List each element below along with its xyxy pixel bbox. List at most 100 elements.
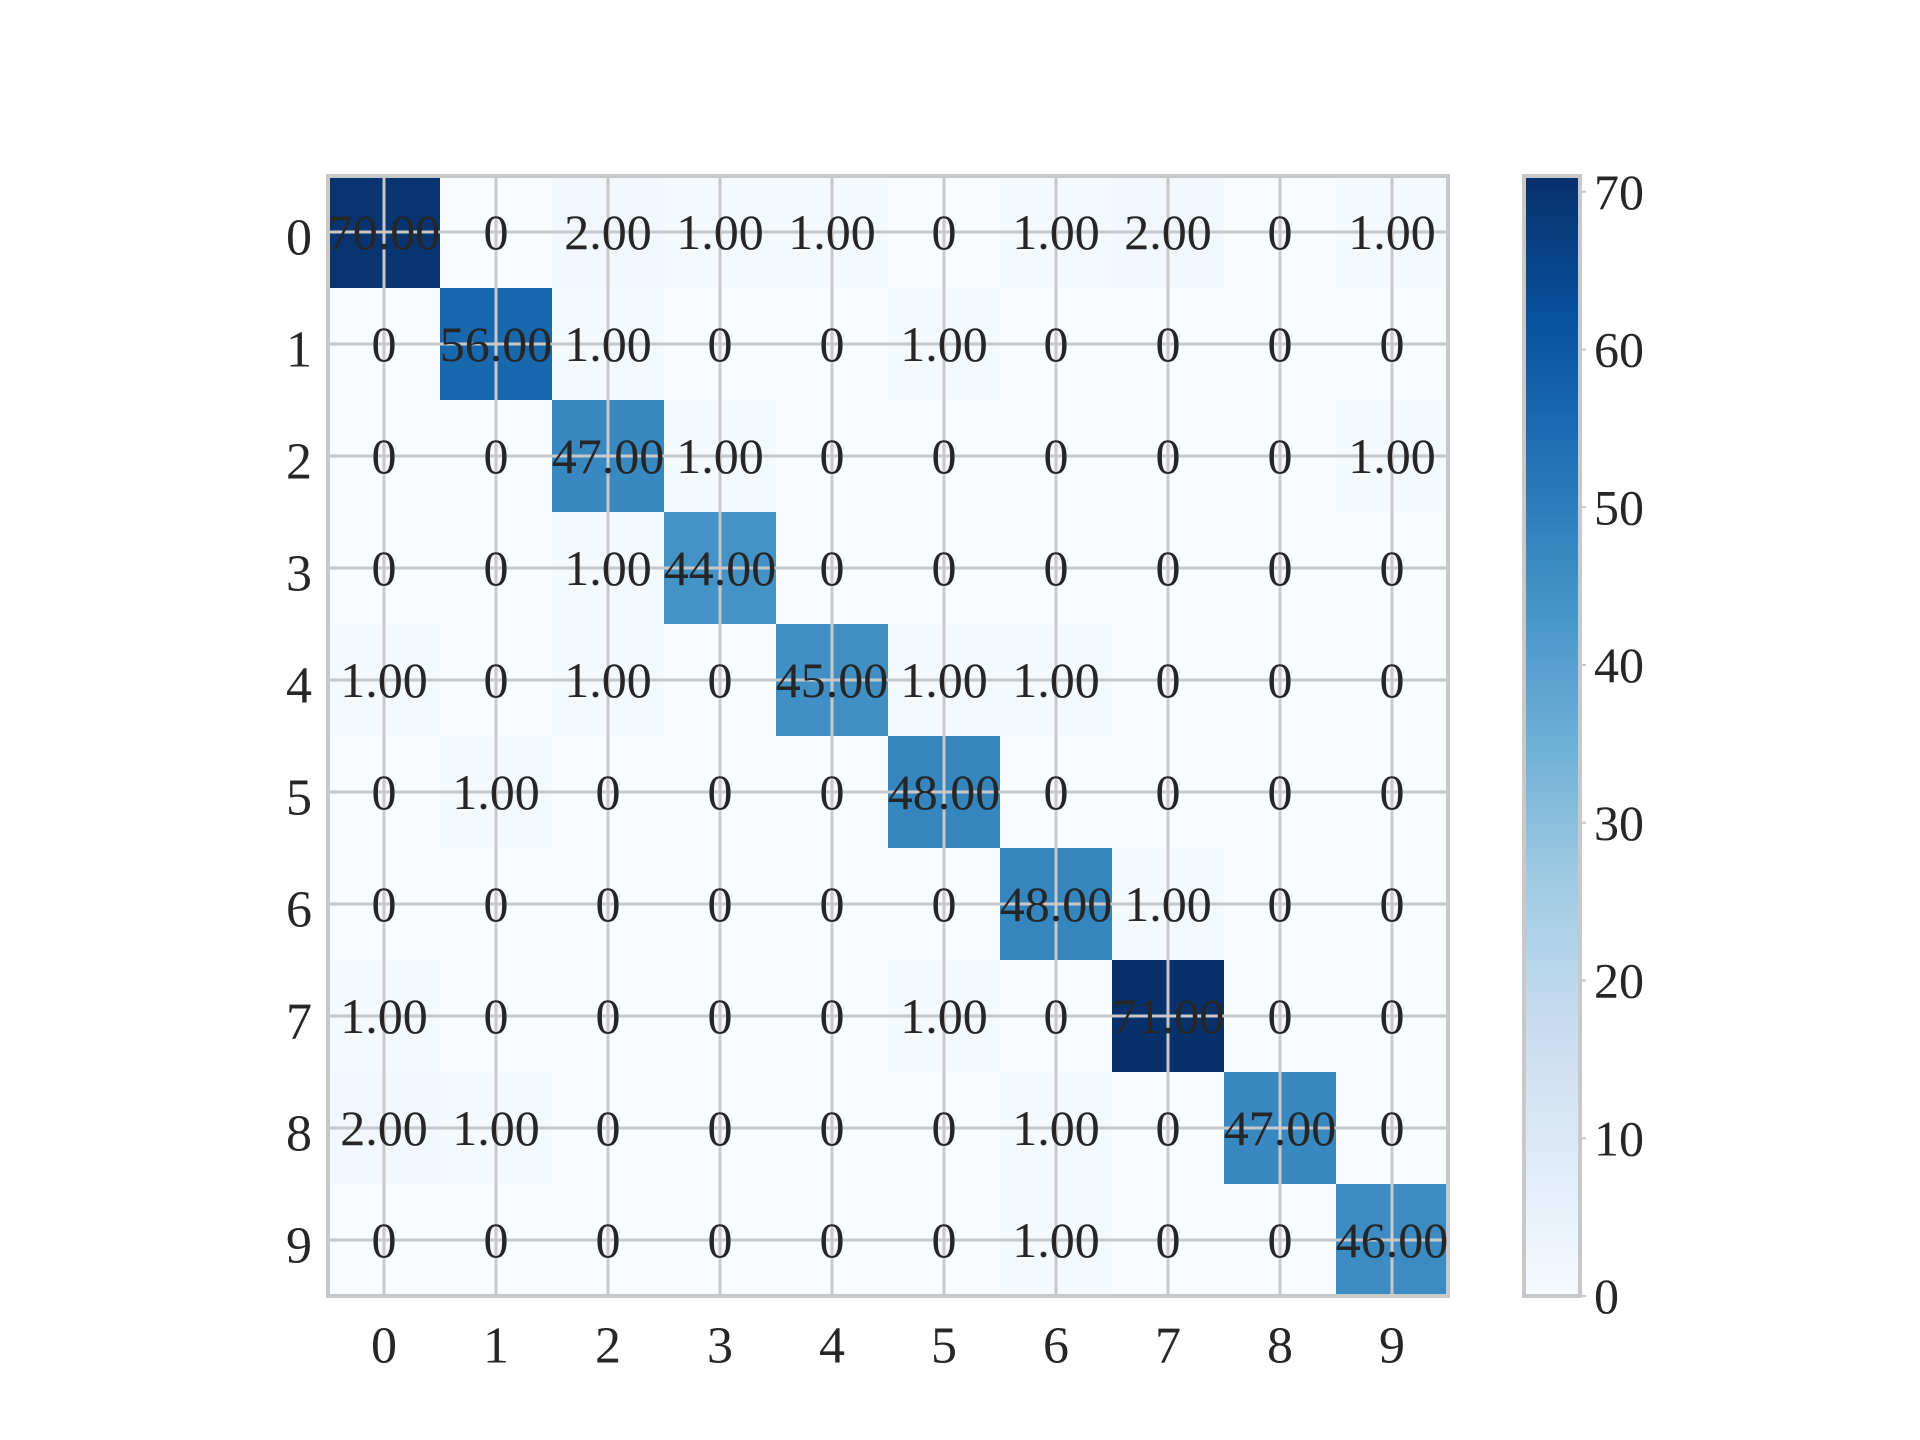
cell-value-label: 0 bbox=[1268, 540, 1293, 596]
x-tick-label: 0 bbox=[371, 1318, 397, 1375]
cell-value-label: 0 bbox=[1044, 764, 1069, 820]
cell-value-label: 0 bbox=[932, 876, 957, 932]
cell-value-label: 48.00 bbox=[1000, 876, 1113, 932]
cell-value-label: 0 bbox=[820, 988, 845, 1044]
cell-value-label: 0 bbox=[1380, 540, 1405, 596]
cell-value-label: 0 bbox=[708, 876, 733, 932]
cell-value-label: 0 bbox=[1268, 1212, 1293, 1268]
cell-value-label: 0 bbox=[1156, 764, 1181, 820]
y-tick-label: 2 bbox=[286, 434, 312, 491]
cell-value-label: 1.00 bbox=[340, 988, 428, 1044]
cell-value-label: 0 bbox=[1380, 652, 1405, 708]
cell-value-label: 0 bbox=[1380, 988, 1405, 1044]
cell-value-label: 47.00 bbox=[552, 428, 665, 484]
cell-value-label: 0 bbox=[820, 764, 845, 820]
cell-value-label: 0 bbox=[484, 204, 509, 260]
cell-value-label: 47.00 bbox=[1224, 1100, 1337, 1156]
cell-value-label: 1.00 bbox=[564, 652, 652, 708]
cell-value-label: 1.00 bbox=[1012, 1100, 1100, 1156]
y-axis-ticks: 0 1 2 3 4 5 6 7 8 9 bbox=[286, 210, 312, 1275]
cell-value-label: 1.00 bbox=[900, 652, 988, 708]
colorbar-frame bbox=[1522, 174, 1582, 1298]
colorbar-tick-label: 60 bbox=[1594, 322, 1644, 378]
x-tick-label: 5 bbox=[931, 1318, 957, 1375]
colorbar-tick-label: 0 bbox=[1594, 1268, 1619, 1324]
cell-value-label: 0 bbox=[1156, 540, 1181, 596]
y-tick-label: 5 bbox=[286, 770, 312, 827]
cell-value-label: 1.00 bbox=[1348, 428, 1436, 484]
cell-value-label: 0 bbox=[1044, 316, 1069, 372]
cell-value-label: 1.00 bbox=[676, 428, 764, 484]
cell-value-label: 0 bbox=[1268, 204, 1293, 260]
cell-value-label: 0 bbox=[484, 428, 509, 484]
x-tick-label: 8 bbox=[1267, 1318, 1293, 1375]
y-tick-label: 3 bbox=[286, 546, 312, 603]
x-axis-ticks: 0 1 2 3 4 5 6 7 8 9 bbox=[371, 1318, 1405, 1375]
cell-value-label: 0 bbox=[708, 316, 733, 372]
cell-value-label: 0 bbox=[372, 764, 397, 820]
colorbar: 0 10 20 30 40 50 60 70 bbox=[1522, 164, 1644, 1324]
cell-value-label: 1.00 bbox=[1124, 876, 1212, 932]
cell-value-label: 0 bbox=[1380, 764, 1405, 820]
cell-value-label: 44.00 bbox=[664, 540, 777, 596]
cell-value-label: 0 bbox=[820, 1212, 845, 1268]
colorbar-tick-label: 70 bbox=[1594, 164, 1644, 220]
y-tick-label: 9 bbox=[286, 1218, 312, 1275]
cell-value-label: 2.00 bbox=[564, 204, 652, 260]
colorbar-tick-label: 30 bbox=[1594, 795, 1644, 851]
cell-value-label: 0 bbox=[820, 876, 845, 932]
y-tick-label: 1 bbox=[286, 322, 312, 379]
cell-value-label: 0 bbox=[932, 1212, 957, 1268]
cell-value-label: 1.00 bbox=[564, 316, 652, 372]
cell-value-label: 2.00 bbox=[340, 1100, 428, 1156]
cell-value-label: 1.00 bbox=[788, 204, 876, 260]
cell-value-label: 1.00 bbox=[900, 988, 988, 1044]
cell-value-label: 0 bbox=[820, 428, 845, 484]
cell-value-label: 56.00 bbox=[440, 316, 553, 372]
cell-value-label: 0 bbox=[484, 988, 509, 1044]
cell-value-label: 0 bbox=[372, 428, 397, 484]
cell-value-label: 0 bbox=[932, 428, 957, 484]
cell-value-label: 0 bbox=[1380, 876, 1405, 932]
cell-value-label: 1.00 bbox=[900, 316, 988, 372]
x-tick-label: 9 bbox=[1379, 1318, 1405, 1375]
cell-value-label: 0 bbox=[1156, 316, 1181, 372]
x-tick-label: 1 bbox=[483, 1318, 509, 1375]
cell-value-label: 0 bbox=[820, 1100, 845, 1156]
cell-value-label: 0 bbox=[820, 540, 845, 596]
cell-value-label: 0 bbox=[1268, 876, 1293, 932]
cell-value-label: 48.00 bbox=[888, 764, 1001, 820]
cell-value-label: 0 bbox=[932, 204, 957, 260]
cell-value-label: 1.00 bbox=[1012, 1212, 1100, 1268]
cell-value-label: 0 bbox=[596, 1100, 621, 1156]
cell-value-label: 0 bbox=[932, 540, 957, 596]
cell-value-label: 0 bbox=[708, 764, 733, 820]
cell-value-label: 1.00 bbox=[452, 764, 540, 820]
cell-value-label: 0 bbox=[484, 1212, 509, 1268]
cell-value-label: 0 bbox=[1156, 1212, 1181, 1268]
cell-value-label: 0 bbox=[1044, 428, 1069, 484]
colorbar-tick-label: 50 bbox=[1594, 479, 1644, 535]
cell-value-label: 0 bbox=[484, 876, 509, 932]
cell-value-label: 45.00 bbox=[776, 652, 889, 708]
cell-value-label: 1.00 bbox=[340, 652, 428, 708]
cell-value-label: 1.00 bbox=[1012, 204, 1100, 260]
y-tick-label: 8 bbox=[286, 1106, 312, 1163]
x-tick-label: 3 bbox=[707, 1318, 733, 1375]
cell-value-label: 0 bbox=[708, 988, 733, 1044]
x-tick-label: 2 bbox=[595, 1318, 621, 1375]
cell-value-label: 0 bbox=[1268, 316, 1293, 372]
colorbar-ticks: 0 10 20 30 40 50 60 70 bbox=[1580, 164, 1644, 1324]
colorbar-tick-label: 40 bbox=[1594, 637, 1644, 693]
cell-value-label: 0 bbox=[820, 316, 845, 372]
cell-value-label: 0 bbox=[708, 1100, 733, 1156]
y-tick-label: 6 bbox=[286, 882, 312, 939]
cell-value-label: 46.00 bbox=[1336, 1212, 1449, 1268]
x-tick-label: 4 bbox=[819, 1318, 845, 1375]
y-tick-label: 4 bbox=[286, 658, 312, 715]
cell-value-label: 0 bbox=[596, 1212, 621, 1268]
cell-value-label: 0 bbox=[1044, 540, 1069, 596]
colorbar-gradient bbox=[1524, 176, 1580, 1296]
cell-labels: 70.00 0 2.00 1.00 1.00 0 1.00 2.00 0 1.000 56.00 1.… bbox=[328, 204, 1449, 1268]
cell-value-label: 0 bbox=[1044, 988, 1069, 1044]
